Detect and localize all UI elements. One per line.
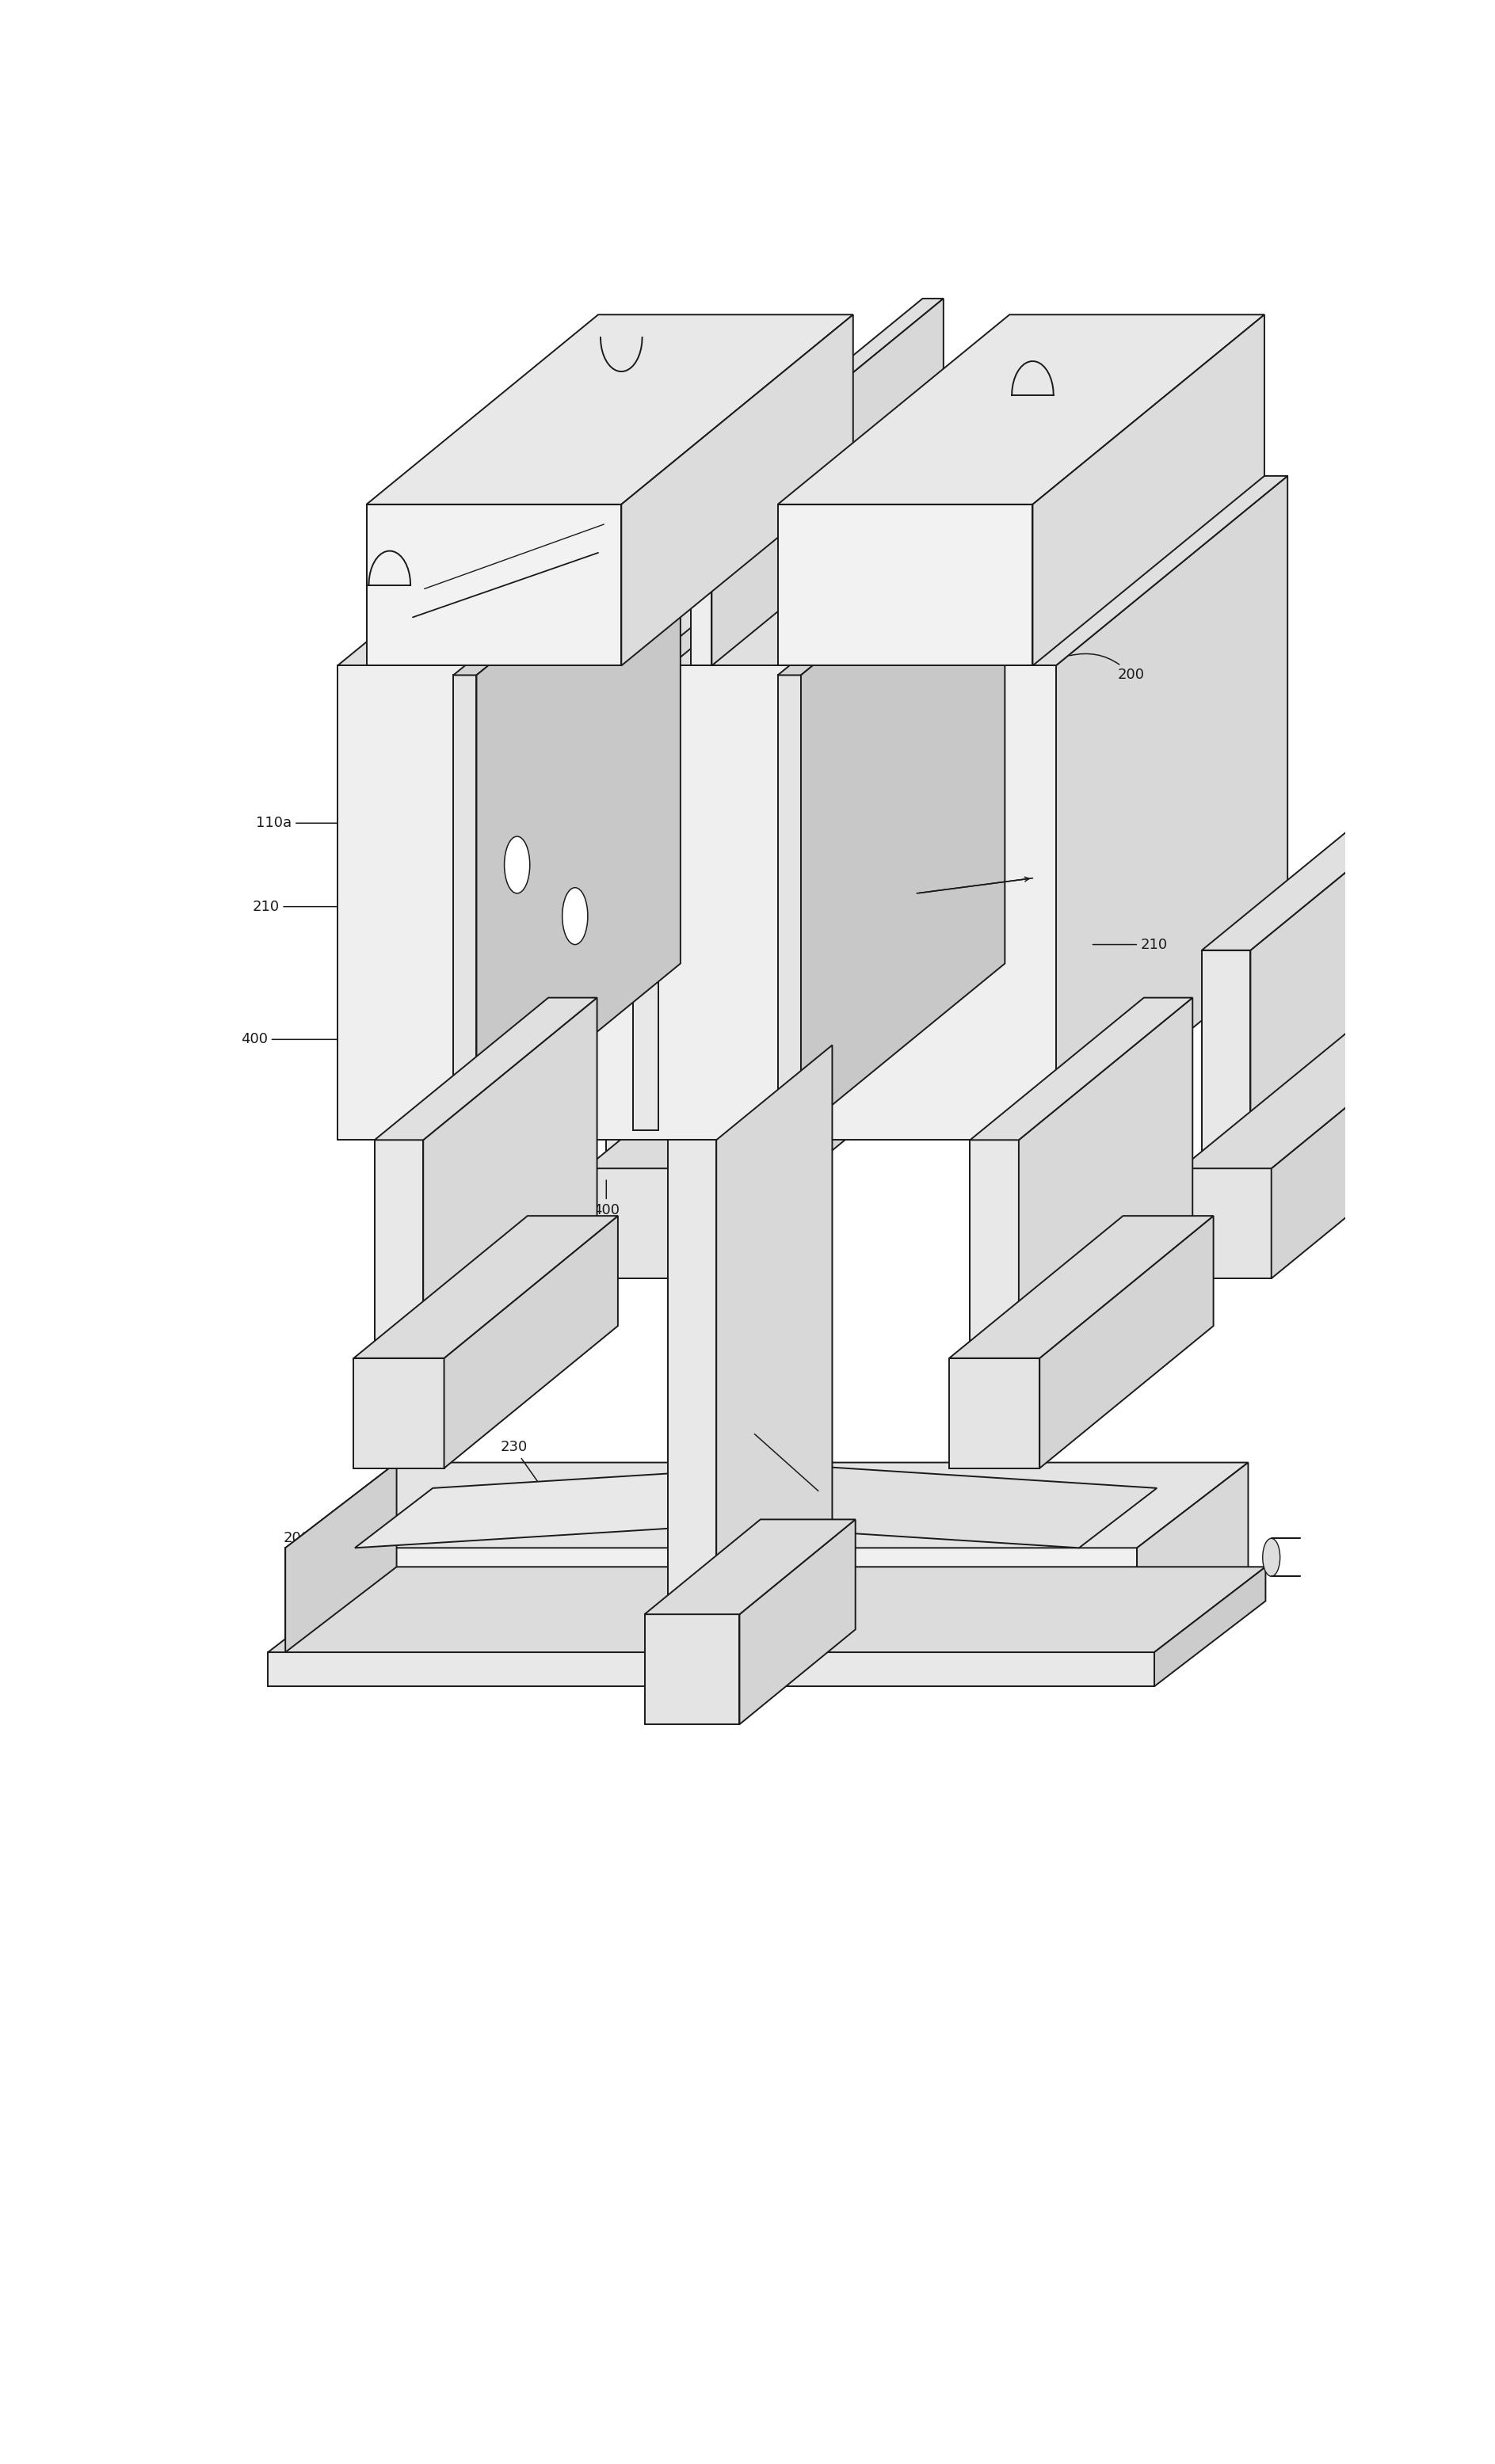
- Polygon shape: [375, 998, 597, 1141]
- Text: 210: 210: [253, 899, 356, 914]
- Polygon shape: [354, 1215, 617, 1358]
- Polygon shape: [286, 1464, 396, 1653]
- Text: 220: 220: [377, 520, 446, 545]
- Polygon shape: [453, 675, 477, 1131]
- Polygon shape: [691, 298, 943, 488]
- Polygon shape: [655, 808, 828, 1168]
- Polygon shape: [716, 1045, 833, 1614]
- Polygon shape: [607, 951, 655, 1168]
- Polygon shape: [453, 508, 680, 675]
- Polygon shape: [366, 315, 854, 505]
- Polygon shape: [722, 1466, 1157, 1547]
- Polygon shape: [354, 1358, 444, 1469]
- Text: 230: 230: [486, 468, 538, 508]
- Polygon shape: [970, 998, 1193, 1141]
- Polygon shape: [586, 1168, 676, 1279]
- Text: 230: 230: [801, 991, 867, 1124]
- Polygon shape: [268, 1653, 1154, 1685]
- Polygon shape: [1202, 951, 1250, 1168]
- Polygon shape: [740, 1520, 855, 1725]
- Text: 110b: 110b: [712, 1114, 748, 1165]
- Polygon shape: [366, 505, 622, 665]
- Ellipse shape: [1263, 1538, 1280, 1577]
- Text: 200: 200: [1069, 653, 1145, 683]
- Polygon shape: [970, 1141, 1018, 1358]
- Polygon shape: [444, 1215, 617, 1469]
- Text: 250: 250: [774, 557, 896, 584]
- Text: 220: 220: [963, 638, 1029, 668]
- Polygon shape: [668, 1141, 716, 1614]
- Text: 400: 400: [594, 1180, 620, 1217]
- Polygon shape: [286, 1464, 1248, 1547]
- Polygon shape: [1039, 1215, 1214, 1469]
- Polygon shape: [777, 505, 1033, 665]
- Polygon shape: [1033, 315, 1265, 665]
- Polygon shape: [622, 315, 854, 665]
- Polygon shape: [354, 1466, 801, 1547]
- Polygon shape: [632, 508, 863, 675]
- Polygon shape: [375, 1141, 423, 1358]
- Text: FIG. 1: FIG. 1: [734, 345, 798, 367]
- Text: 230: 230: [499, 1439, 556, 1508]
- Text: 210: 210: [1093, 936, 1168, 951]
- Polygon shape: [712, 298, 943, 665]
- Polygon shape: [777, 675, 801, 1131]
- Polygon shape: [676, 1025, 849, 1279]
- Polygon shape: [777, 508, 1005, 675]
- Polygon shape: [268, 1567, 1266, 1653]
- Polygon shape: [949, 1358, 1039, 1469]
- Text: 200: 200: [284, 1530, 324, 1597]
- Polygon shape: [338, 665, 1055, 1141]
- Polygon shape: [607, 808, 828, 951]
- Polygon shape: [1055, 476, 1287, 1141]
- Polygon shape: [477, 508, 680, 1131]
- Polygon shape: [286, 1547, 1138, 1653]
- Text: 200: 200: [634, 411, 688, 456]
- Ellipse shape: [562, 887, 588, 944]
- Polygon shape: [1181, 1025, 1446, 1168]
- Polygon shape: [1181, 1168, 1271, 1279]
- Polygon shape: [632, 675, 658, 1131]
- Text: 100b: 100b: [481, 1114, 538, 1165]
- Polygon shape: [949, 1215, 1214, 1358]
- Polygon shape: [586, 1025, 849, 1168]
- Text: FIG. 2: FIG. 2: [734, 1318, 798, 1340]
- Polygon shape: [801, 508, 1005, 1131]
- Ellipse shape: [504, 835, 529, 894]
- Polygon shape: [691, 488, 712, 665]
- Polygon shape: [1250, 808, 1425, 1168]
- Polygon shape: [1018, 998, 1193, 1358]
- Text: 100a: 100a: [372, 1074, 426, 1133]
- Text: 110a: 110a: [256, 816, 356, 830]
- Polygon shape: [338, 476, 1287, 665]
- Polygon shape: [1154, 1567, 1266, 1685]
- Polygon shape: [644, 1614, 740, 1725]
- Text: 220: 220: [686, 1417, 768, 1478]
- Polygon shape: [1202, 808, 1425, 951]
- Polygon shape: [1138, 1464, 1248, 1653]
- Polygon shape: [777, 315, 1265, 505]
- Polygon shape: [1271, 1025, 1446, 1279]
- Polygon shape: [570, 476, 1287, 951]
- Polygon shape: [423, 998, 597, 1358]
- Polygon shape: [644, 1520, 855, 1614]
- Text: 400: 400: [241, 1032, 341, 1047]
